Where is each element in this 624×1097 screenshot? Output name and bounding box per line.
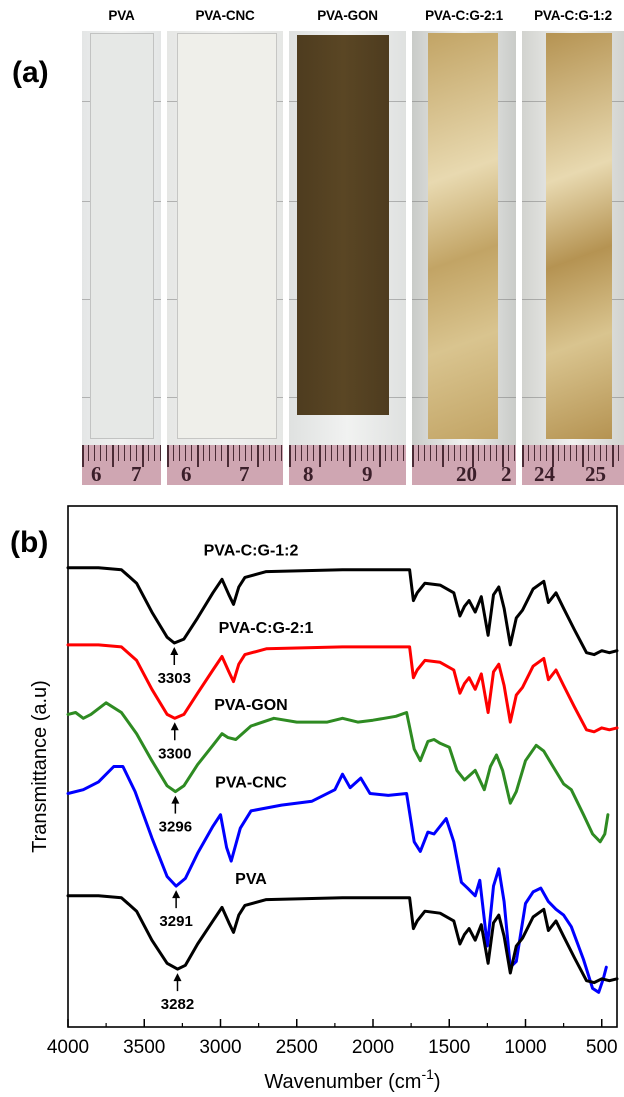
series-name-label: PVA: [235, 871, 267, 888]
series-name-label: PVA-CNC: [215, 774, 287, 791]
series-pva: PVA 3282: [66, 871, 619, 1013]
y-axis-label: Transmittance (a.u): [29, 680, 51, 853]
ruler-number: 20: [456, 462, 477, 485]
film-strip-3: PVA-GON 8 9: [289, 0, 406, 485]
film-sample: [90, 33, 154, 439]
ruler-number: 9: [362, 462, 373, 485]
series-line: [66, 566, 619, 657]
series-line: [66, 894, 619, 985]
film-photo-panel: PVA 6 7 PVA-CNC 6 7 PVA-GON 8 9 PVA-C:G-2:1 20 2 PVA…: [0, 0, 624, 485]
peak-value-label: 3303: [158, 670, 191, 687]
peak-value-label: 3291: [159, 913, 192, 930]
x-tick-label: 1500: [428, 1037, 470, 1058]
series-pva-gon: PVA-GON 3296: [66, 697, 610, 844]
x-tick-label: 3500: [123, 1037, 165, 1058]
series-name-label: PVA-C:G-2:1: [219, 620, 314, 637]
photo-background: [167, 31, 283, 445]
series-pva-c-g-1-2: PVA-C:G-1:2 3303: [66, 543, 619, 687]
strip-title: PVA-C:G-2:1: [425, 8, 503, 23]
film-strip-2: PVA-CNC 6 7: [167, 0, 283, 485]
ruler-number: 24: [534, 462, 555, 485]
strip-title: PVA: [108, 8, 135, 23]
series-name-label: PVA-C:G-1:2: [204, 543, 299, 560]
peak-arrow-head: [170, 722, 179, 731]
peak-value-label: 3282: [161, 996, 194, 1013]
ruler-number: 7: [239, 462, 250, 485]
strip-title: PVA-C:G-1:2: [534, 8, 612, 23]
strip-title: PVA-GON: [317, 8, 378, 23]
panel-b-label: (b): [10, 526, 48, 559]
plot-frame: [67, 505, 618, 1028]
photo-background: [289, 31, 406, 445]
series-line: [66, 765, 608, 994]
x-tick-label: 2000: [352, 1037, 394, 1058]
series-pva-cnc: PVA-CNC 3291: [66, 765, 608, 994]
film-strip-4: PVA-C:G-2:1 20 2: [412, 0, 516, 485]
ruler: 24 25: [522, 445, 624, 485]
film-sample: [428, 33, 498, 439]
series-line: [66, 701, 610, 844]
x-axis-label: Wavenumber (cm-1): [264, 1066, 440, 1093]
peak-value-label: 3300: [158, 745, 191, 762]
film-strip-1: PVA 6 7: [82, 0, 161, 485]
x-tick-label: 3000: [199, 1037, 241, 1058]
x-tick-label: 4000: [47, 1037, 89, 1058]
photo-background: [412, 31, 516, 445]
peak-value-label: 3296: [159, 819, 192, 836]
ruler-number: 7: [131, 462, 142, 485]
x-tick-label: 2500: [276, 1037, 318, 1058]
series-pva-c-g-2-1: PVA-C:G-2:1 3300: [66, 620, 619, 762]
ftir-chart: (b) 4000 3500 3000 2500 2000 1500 1000 500 Wavenu…: [10, 505, 619, 1093]
photo-background: [82, 31, 161, 445]
peak-arrow-head: [170, 647, 179, 656]
ruler-number: 8: [303, 462, 314, 485]
strip-title: PVA-CNC: [195, 8, 255, 23]
film-sample: [546, 33, 612, 439]
x-tick-label: 500: [586, 1037, 618, 1058]
ruler: 20 2: [412, 445, 516, 485]
peak-arrow-head: [171, 795, 180, 804]
peak-arrow-head: [172, 890, 181, 899]
series-line: [66, 643, 619, 734]
film-strip-5: PVA-C:G-1:2 24 25: [522, 0, 624, 485]
series-name-label: PVA-GON: [214, 697, 287, 714]
film-sample: [297, 35, 389, 415]
ruler-number: 6: [181, 462, 192, 485]
panel-a-label: (a): [12, 56, 49, 89]
photo-background: [522, 31, 624, 445]
peak-arrow-head: [173, 973, 182, 982]
x-tick-label: 1000: [504, 1037, 546, 1058]
ruler-number: 6: [91, 462, 102, 485]
ruler-number: 25: [585, 462, 606, 485]
ruler-number: 2: [501, 462, 512, 485]
film-sample: [177, 33, 277, 439]
